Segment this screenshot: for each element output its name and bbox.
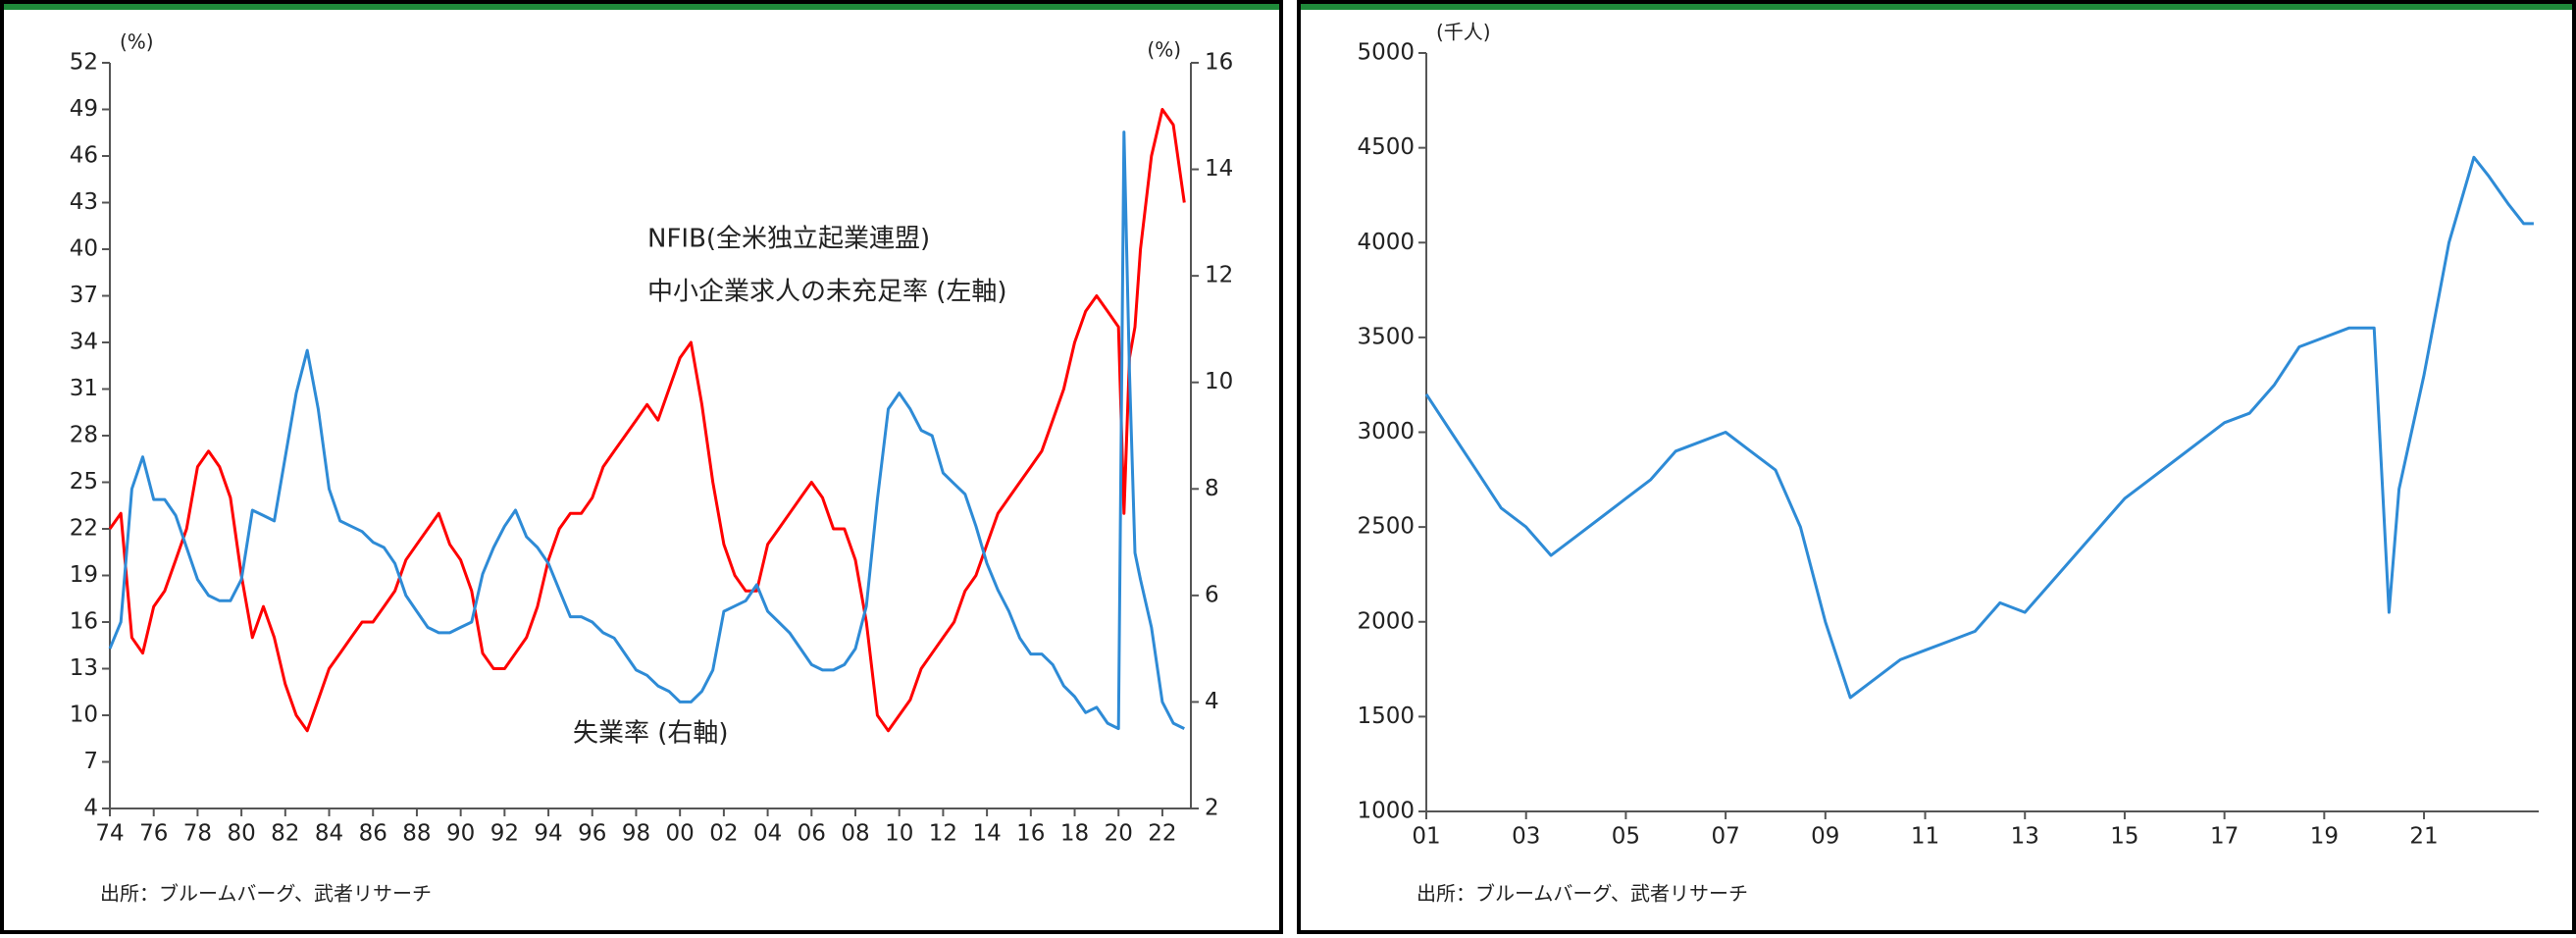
panel-frame [0, 0, 1283, 934]
x-tick-label: 82 [271, 821, 299, 847]
source-note: 出所：ブルームバーグ、武者リサーチ [1417, 882, 1748, 906]
x-tick-label: 17 [2210, 824, 2239, 850]
x-tick-label: 02 [709, 821, 738, 847]
y-tick-label: 46 [70, 143, 98, 169]
y-tick-label: 2000 [1357, 608, 1415, 634]
source-note: 出所：ブルームバーグ、武者リサーチ [100, 882, 432, 906]
x-tick-label: 14 [972, 821, 1001, 847]
series-line [108, 108, 1186, 733]
x-tick-label: 96 [578, 821, 606, 847]
x-tick-label: 08 [841, 821, 869, 847]
y-tick-label: 34 [70, 330, 98, 355]
series-line [1424, 155, 2534, 700]
y-tick-label: 4000 [1357, 230, 1415, 255]
y-tick-label: 19 [70, 562, 98, 588]
x-tick-label: 00 [666, 821, 695, 847]
y2-tick-label: 14 [1205, 156, 1233, 182]
y-tick-label: 10 [70, 703, 98, 728]
y-tick-label: 4500 [1357, 134, 1415, 160]
y-tick-label: 28 [70, 423, 98, 448]
y-unit-label: (%) [120, 30, 154, 54]
y-tick-label: 13 [70, 655, 98, 681]
y-tick-label: 22 [70, 516, 98, 542]
x-tick-label: 92 [490, 821, 519, 847]
x-tick-label: 05 [1612, 824, 1640, 850]
y2-unit-label: (%) [1147, 38, 1181, 62]
x-tick-label: 06 [798, 821, 826, 847]
y-tick-label: 40 [70, 236, 98, 262]
y2-tick-label: 4 [1205, 689, 1219, 714]
y-tick-label: 31 [70, 376, 98, 401]
x-tick-label: 20 [1105, 821, 1133, 847]
x-tick-label: 03 [1512, 824, 1540, 850]
y-tick-label: 25 [70, 469, 98, 495]
y-tick-label: 16 [70, 609, 98, 635]
x-tick-label: 22 [1148, 821, 1176, 847]
right-panel: 1000 1500 2000 2500 3000 3500 4000 4500 5000 01 03… [1297, 0, 2576, 934]
y2-tick-label: 2 [1205, 796, 1219, 821]
x-tick-label: 09 [1811, 824, 1839, 850]
y-tick-label: 5000 [1357, 40, 1415, 66]
y-tick-label: 1500 [1357, 704, 1415, 729]
y2-tick-label: 12 [1205, 263, 1233, 288]
x-tick-label: 04 [753, 821, 782, 847]
y-tick-label: 37 [70, 283, 98, 308]
x-tick-label: 16 [1016, 821, 1045, 847]
x-tick-label: 90 [446, 821, 475, 847]
y-tick-label: 52 [70, 50, 98, 76]
x-tick-label: 19 [2310, 824, 2339, 850]
x-tick-label: 11 [1911, 824, 1939, 850]
y2-tick-label: 6 [1205, 582, 1219, 607]
y-unit-label: (千人) [1436, 21, 1491, 44]
x-tick-label: 74 [95, 821, 124, 847]
panel-frame [1297, 0, 2576, 934]
x-tick-label: 13 [2011, 824, 2039, 850]
x-tick-label: 15 [2110, 824, 2138, 850]
y2-tick-label: 8 [1205, 476, 1219, 501]
x-tick-label: 21 [2409, 824, 2438, 850]
x-tick-label: 76 [139, 821, 168, 847]
y-tick-label: 4 [83, 796, 98, 821]
y-tick-label: 49 [70, 96, 98, 122]
series-label: NFIB(全米独立起業連盟) [647, 225, 930, 254]
y2-tick-label: 10 [1205, 369, 1233, 394]
x-tick-label: 86 [359, 821, 387, 847]
y2-tick-label: 16 [1205, 50, 1233, 76]
x-tick-label: 18 [1060, 821, 1089, 847]
x-tick-label: 80 [227, 821, 255, 847]
x-tick-label: 01 [1412, 824, 1440, 850]
series-label: 失業率 (右軸) [573, 719, 729, 749]
x-tick-label: 07 [1711, 824, 1739, 850]
y-tick-label: 2500 [1357, 514, 1415, 540]
y-tick-label: 43 [70, 189, 98, 215]
x-tick-label: 84 [315, 821, 343, 847]
y-tick-label: 1000 [1357, 799, 1415, 824]
series-line [108, 130, 1185, 731]
x-tick-label: 12 [929, 821, 957, 847]
annotation: 中小企業求人の未充足率 (左軸) [647, 278, 1007, 307]
y-tick-label: 3500 [1357, 324, 1415, 349]
left-panel: 4710131619222528313437404346495224681012… [0, 0, 1283, 934]
x-tick-label: 78 [183, 821, 212, 847]
y-tick-label: 3000 [1357, 419, 1415, 444]
x-tick-label: 88 [402, 821, 431, 847]
x-tick-label: 94 [534, 821, 562, 847]
x-tick-label: 10 [885, 821, 913, 847]
y-tick-label: 7 [83, 749, 98, 774]
panel-bar [1297, 0, 2576, 10]
panel-bar [0, 0, 1283, 10]
x-tick-label: 98 [622, 821, 650, 847]
